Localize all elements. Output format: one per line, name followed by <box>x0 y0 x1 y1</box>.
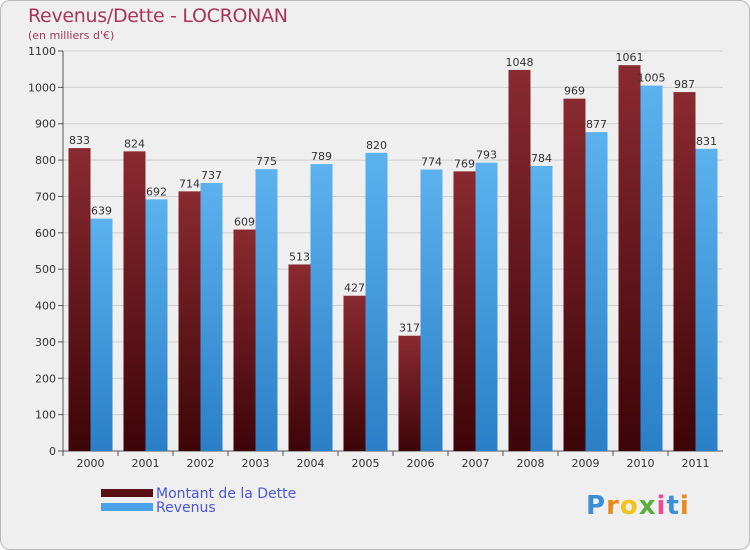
data-label-dette: 609 <box>234 216 255 229</box>
logo-letter: i <box>656 491 667 521</box>
legend-item-revenus: Revenus <box>101 500 361 516</box>
y-tick-label: 0 <box>49 445 56 458</box>
logo-letter: P <box>586 491 607 521</box>
bar-revenus <box>365 152 388 451</box>
x-tick-label: 2009 <box>572 457 600 470</box>
logo-letter: t <box>666 491 680 521</box>
logo-letter: x <box>638 491 657 521</box>
data-label-revenus: 789 <box>311 150 332 163</box>
bar-dette <box>453 171 476 451</box>
data-label-revenus: 1005 <box>638 72 666 85</box>
bar-dette <box>123 151 146 451</box>
bar-dette <box>673 92 696 451</box>
data-label-revenus: 639 <box>91 205 112 218</box>
bar-dette <box>288 264 311 451</box>
x-tick-label: 2004 <box>297 457 325 470</box>
data-label-dette: 833 <box>69 134 90 147</box>
legend-item-dette: Montant de la Dette <box>101 486 361 502</box>
bar-revenus <box>255 169 278 451</box>
bar-dette <box>618 65 641 451</box>
proxiti-logo: Proxiti <box>586 491 690 521</box>
data-label-dette: 1061 <box>616 51 644 64</box>
bar-dette <box>68 148 91 451</box>
bar-revenus <box>145 199 168 451</box>
x-tick-label: 2003 <box>242 457 270 470</box>
bar-dette <box>563 98 586 452</box>
bar-revenus <box>310 164 333 451</box>
legend-swatch-revenus <box>101 503 153 511</box>
bar-dette <box>508 69 531 451</box>
data-label-revenus: 831 <box>696 135 717 148</box>
bar-revenus <box>530 165 553 451</box>
bar-revenus <box>475 162 498 452</box>
chart-subtitle: (en milliers d'€) <box>28 29 115 42</box>
data-label-dette: 769 <box>454 157 475 170</box>
x-tick-label: 2008 <box>517 457 545 470</box>
y-tick-label: 100 <box>35 409 56 422</box>
bar-revenus <box>695 148 718 451</box>
x-tick-label: 2007 <box>462 457 490 470</box>
data-label-dette: 824 <box>124 137 145 150</box>
data-label-revenus: 775 <box>256 155 277 168</box>
data-label-dette: 513 <box>289 250 310 263</box>
data-label-dette: 987 <box>674 78 695 91</box>
bar-revenus <box>585 132 608 451</box>
y-tick-label: 300 <box>35 336 56 349</box>
data-label-revenus: 774 <box>421 156 442 169</box>
x-tick-label: 2000 <box>77 457 105 470</box>
y-tick-label: 500 <box>35 263 56 276</box>
data-label-dette: 714 <box>179 177 200 190</box>
data-label-dette: 317 <box>399 322 420 335</box>
bar-revenus <box>640 85 663 451</box>
bar-revenus <box>420 169 443 451</box>
data-label-revenus: 820 <box>366 139 387 152</box>
bar-dette <box>178 191 201 451</box>
data-label-revenus: 737 <box>201 169 222 182</box>
x-tick-label: 2002 <box>187 457 215 470</box>
x-tick-label: 2006 <box>407 457 435 470</box>
bar-revenus <box>90 218 113 451</box>
legend-label-revenus: Revenus <box>156 500 216 516</box>
bar-revenus <box>200 183 223 451</box>
logo-letter: i <box>679 491 690 521</box>
data-label-dette: 1048 <box>506 56 534 69</box>
bar-dette <box>398 335 421 451</box>
logo-letter: r <box>606 491 620 521</box>
data-label-revenus: 692 <box>146 185 167 198</box>
x-tick-label: 2010 <box>627 457 655 470</box>
y-tick-label: 900 <box>35 118 56 131</box>
data-label-dette: 427 <box>344 282 365 295</box>
x-tick-label: 2011 <box>682 457 710 470</box>
legend-label-dette: Montant de la Dette <box>156 486 297 502</box>
data-label-revenus: 877 <box>586 118 607 131</box>
data-label-revenus: 784 <box>531 152 552 165</box>
bar-dette <box>343 295 366 451</box>
y-tick-label: 1100 <box>28 45 56 58</box>
logo-letter: o <box>619 491 639 521</box>
y-tick-label: 600 <box>35 227 56 240</box>
chart-title: Revenus/Dette - LOCRONAN <box>28 5 288 27</box>
legend-swatch-dette <box>101 489 153 497</box>
y-tick-label: 800 <box>35 154 56 167</box>
y-tick-label: 1000 <box>28 81 56 94</box>
data-label-revenus: 793 <box>476 149 497 162</box>
data-label-dette: 969 <box>564 85 585 98</box>
y-tick-label: 400 <box>35 300 56 313</box>
x-tick-label: 2005 <box>352 457 380 470</box>
y-tick-label: 700 <box>35 190 56 203</box>
y-tick-label: 200 <box>35 372 56 385</box>
bar-dette <box>233 229 256 451</box>
x-tick-label: 2001 <box>132 457 160 470</box>
